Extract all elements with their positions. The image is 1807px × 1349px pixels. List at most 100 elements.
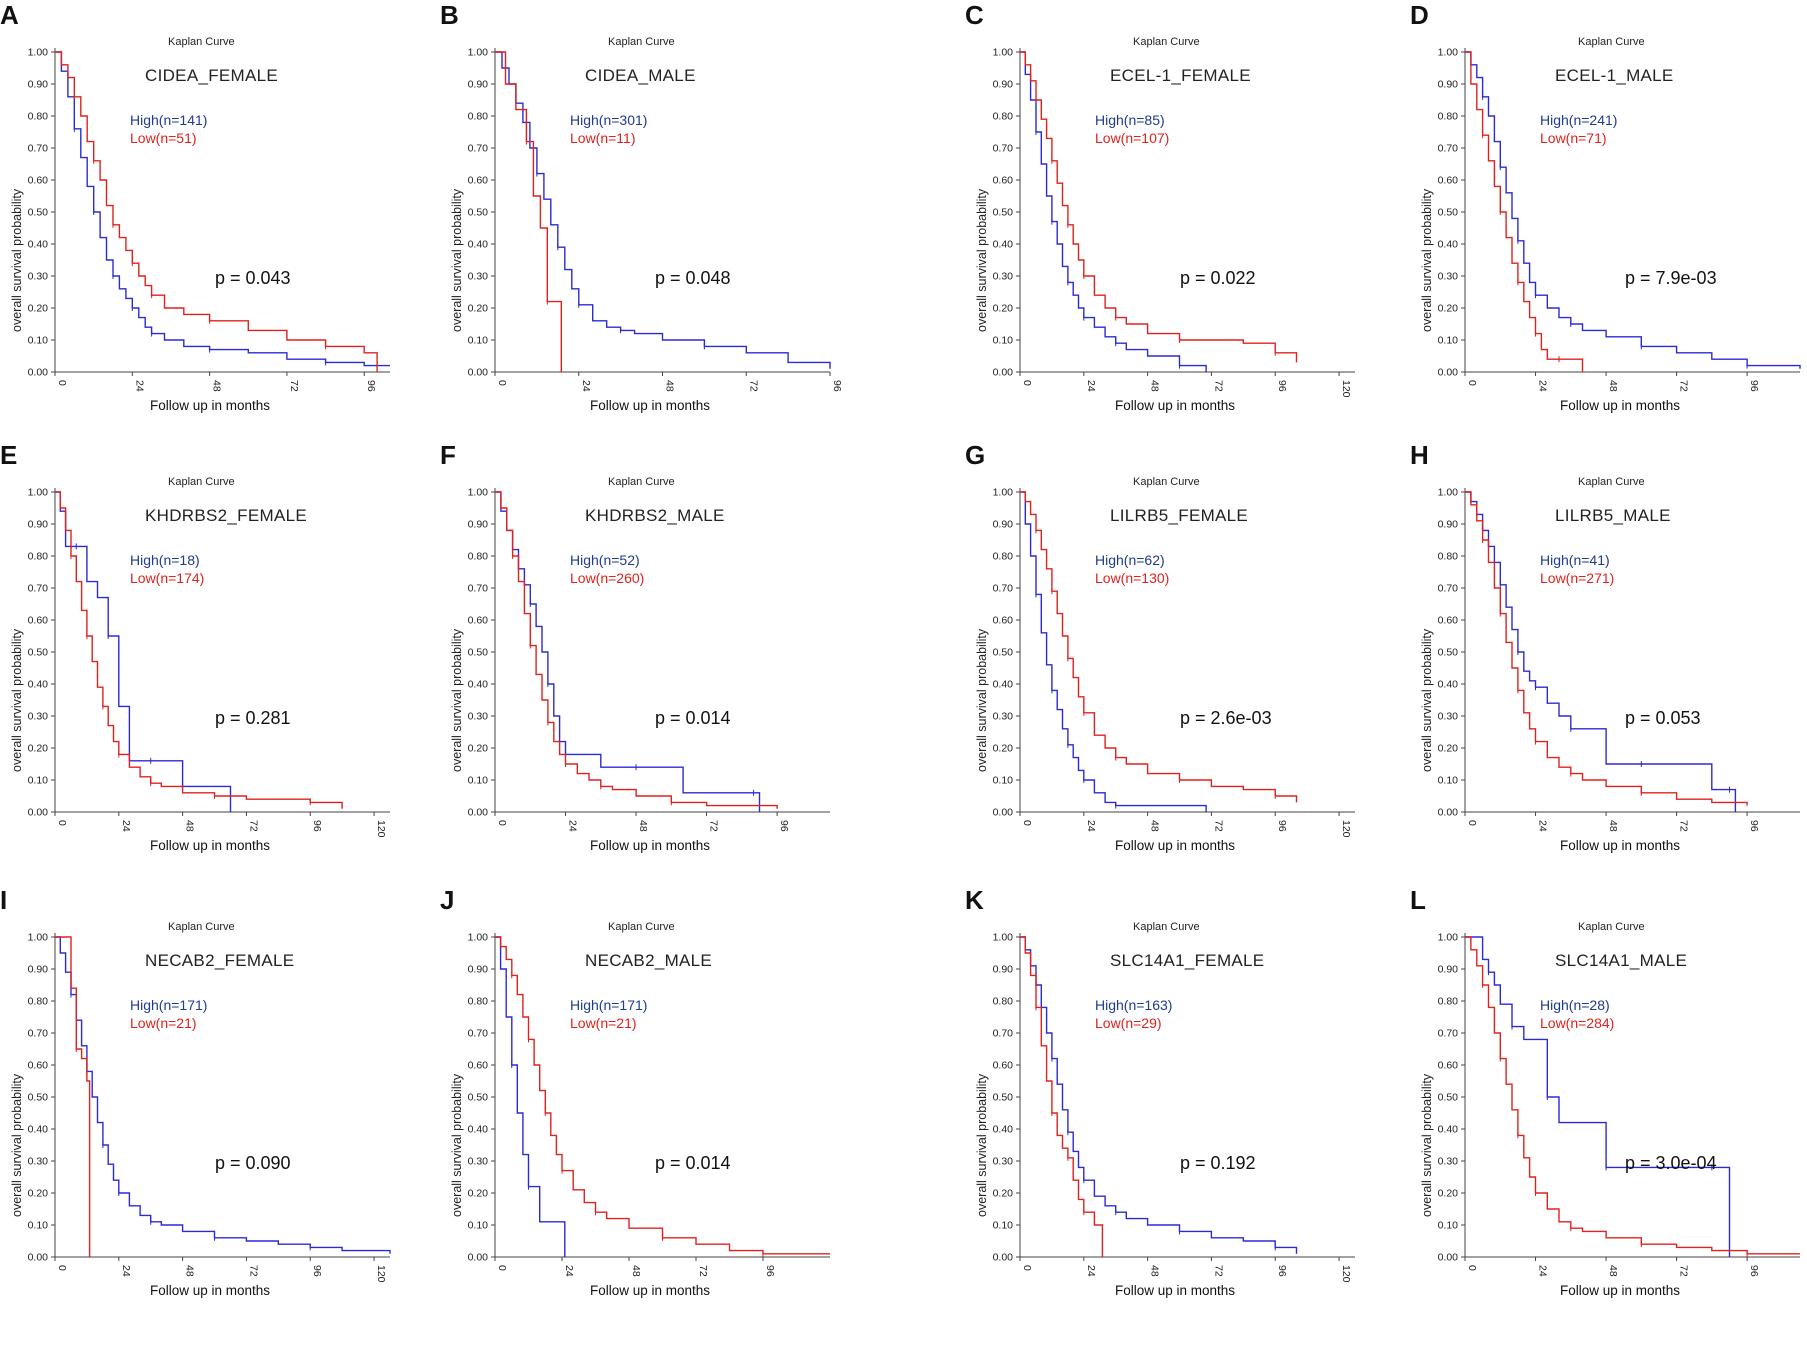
p-value: p = 0.043 [215,268,291,288]
x-tick-label: 96 [311,820,323,832]
y-tick-label: 0.90 [1438,79,1459,91]
y-tick-label: 0.80 [1438,996,1459,1008]
gene-label: LILRB5_FEMALE [1110,506,1249,525]
y-axis-label: overall survival probability [10,1073,24,1217]
y-tick-label: 0.00 [468,1252,489,1264]
x-axis-label: Follow up in months [150,1283,271,1298]
km-panel-f: F 0.00 0.10 0.20 0.30 0.40 0.50 0.60 0.70 0.80 0.9… [440,440,870,888]
chart-title: Kaplan Curve [168,476,235,488]
panel-letter: K [965,885,984,915]
x-tick-label: 48 [1607,1265,1619,1277]
legend-low-group: Low(n=21) [570,1015,637,1031]
y-tick-label: 1.00 [28,487,49,499]
p-value: p = 0.048 [655,268,731,288]
km-curve-high [1020,491,1207,812]
y-tick-label: 0.70 [28,1028,49,1040]
y-axis-label: overall survival probability [975,628,989,772]
y-axis-label: overall survival probability [10,628,24,772]
y-tick-label: 0.50 [1438,647,1459,659]
x-tick-label: 120 [1340,1265,1352,1283]
y-tick-label: 0.70 [1438,143,1459,155]
y-tick-label: 0.80 [1438,111,1459,123]
chart-title: Kaplan Curve [1133,36,1200,48]
km-curve-low [1020,936,1104,1257]
y-tick-label: 0.70 [28,143,49,155]
x-tick-label: 72 [1678,380,1690,392]
x-tick-label: 96 [1748,380,1760,392]
x-tick-label: 24 [1085,380,1097,392]
km-curve-high [1020,936,1298,1254]
y-tick-label: 0.10 [468,335,489,347]
y-tick-label: 0.40 [993,239,1014,251]
y-tick-label: 0.80 [28,111,49,123]
p-value: p = 0.022 [1180,268,1256,288]
gene-label: KHDRBS2_FEMALE [145,506,307,525]
y-tick-label: 0.90 [993,79,1014,91]
y-tick-label: 0.40 [468,679,489,691]
x-tick-label: 24 [567,820,579,832]
x-tick-label: 0 [1466,380,1478,386]
y-tick-label: 0.20 [1438,303,1459,315]
x-tick-label: 0 [1021,820,1033,826]
km-panel-g: G 0.00 0.10 0.20 0.30 0.40 0.50 0.60 0.70 0.80 0.9… [965,440,1395,888]
y-tick-label: 0.20 [468,1188,489,1200]
y-tick-label: 0.60 [28,615,49,627]
y-tick-label: 0.60 [1438,615,1459,627]
km-plot: 0.00 0.10 0.20 0.30 0.40 0.50 0.60 0.70 0.80 0.90… [28,932,391,1283]
y-tick-label: 0.20 [468,743,489,755]
y-axis-label: overall survival probability [975,188,989,332]
y-tick-label: 0.80 [468,996,489,1008]
legend-high-group: High(n=52) [570,552,640,568]
y-tick-label: 0.40 [28,1124,49,1136]
chart-title: Kaplan Curve [608,921,675,933]
x-axis-label: Follow up in months [1115,398,1236,413]
p-value: p = 0.014 [655,1153,731,1173]
y-tick-label: 0.10 [28,1220,49,1232]
chart-title: Kaplan Curve [168,36,235,48]
km-curve-high [55,936,391,1254]
y-tick-label: 1.00 [468,932,489,944]
km-plot: 0.00 0.10 0.20 0.30 0.40 0.50 0.60 0.70 0.80 0.90… [1438,487,1800,832]
x-tick-label: 0 [56,820,68,826]
y-tick-label: 0.80 [468,111,489,123]
x-tick-label: 48 [1607,380,1619,392]
x-tick-label: 96 [365,380,377,392]
y-tick-label: 0.40 [993,1124,1014,1136]
x-tick-label: 24 [133,380,145,392]
legend-low-group: Low(n=107) [1095,130,1170,146]
y-tick-label: 0.50 [993,207,1014,219]
y-tick-label: 0.30 [1438,1156,1459,1168]
x-tick-label: 72 [1212,1265,1224,1277]
y-axis-label: overall survival probability [1420,1073,1434,1217]
y-tick-label: 0.40 [468,1124,489,1136]
x-axis-label: Follow up in months [590,1283,711,1298]
x-axis-label: Follow up in months [1560,1283,1681,1298]
km-curve-high [55,491,232,812]
y-tick-label: 1.00 [993,47,1014,59]
y-tick-label: 0.80 [1438,551,1459,563]
legend-high-group: High(n=41) [1540,552,1610,568]
y-tick-label: 0.70 [1438,583,1459,595]
y-tick-label: 0.30 [28,1156,49,1168]
x-tick-label: 0 [1466,820,1478,826]
y-tick-label: 0.10 [28,775,49,787]
y-tick-label: 0.80 [468,551,489,563]
y-tick-label: 0.60 [993,615,1014,627]
chart-title: Kaplan Curve [608,36,675,48]
km-plot: 0.00 0.10 0.20 0.30 0.40 0.50 0.60 0.70 0.80 0.90… [993,932,1355,1283]
p-value: p = 0.014 [655,708,731,728]
x-tick-label: 0 [56,1265,68,1271]
km-curve-high [1465,491,1737,812]
y-tick-label: 0.30 [993,711,1014,723]
x-tick-label: 0 [496,820,508,826]
y-tick-label: 0.00 [1438,807,1459,819]
y-tick-label: 0.60 [993,175,1014,187]
km-plot: 0.00 0.10 0.20 0.30 0.40 0.50 0.60 0.70 0.80 0.90… [28,487,390,838]
x-axis-label: Follow up in months [590,398,711,413]
km-curve-low [495,51,562,372]
chart-title: Kaplan Curve [1578,36,1645,48]
y-tick-label: 0.40 [1438,239,1459,251]
legend-high-group: High(n=62) [1095,552,1165,568]
gene-label: ECEL-1_MALE [1555,66,1674,85]
